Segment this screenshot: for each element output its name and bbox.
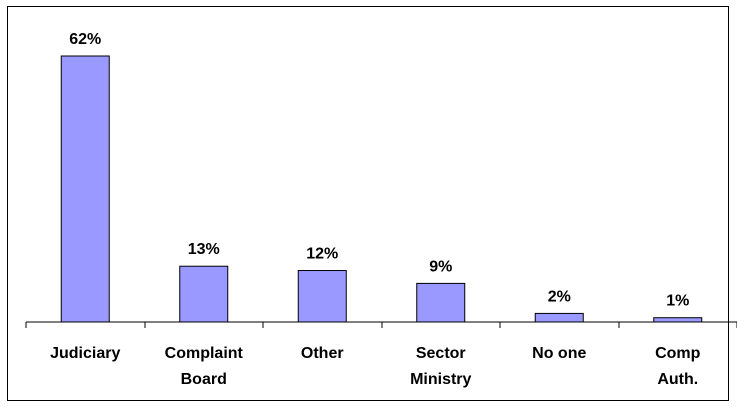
category-label: Comp Auth. [655,345,701,388]
category-label-line: No one [532,345,586,362]
bar [297,270,347,323]
category-label-line: Other [301,345,344,362]
category-label: No one [532,345,586,362]
bar [534,312,584,323]
category-label-line: Auth. [657,371,698,388]
category-label-line: Ministry [410,371,471,388]
category-label-line: Comp [655,345,701,362]
category-label-line: Board [181,371,227,388]
bar [653,317,703,323]
data-label: 2% [548,288,571,305]
x-axis-ticks [25,322,737,328]
bar [60,55,110,323]
category-label: Other [301,345,344,362]
bar [179,265,229,323]
data-label: 12% [306,246,338,263]
category-label-line: Sector [416,345,466,362]
category-label: Sector Ministry [410,345,471,388]
data-label: 1% [666,293,689,310]
data-labels-group: 62% 13% 12% 9% 2% 1% [69,31,689,310]
category-label: Complaint Board [165,345,244,388]
category-label-line: Judiciary [50,345,120,362]
category-label: Judiciary [50,345,120,362]
category-labels-group: Judiciary Complaint Board Other Sector Minist… [50,345,701,388]
chart-frame [7,6,729,401]
category-label-line: Complaint [165,345,244,362]
data-label: 13% [188,241,220,258]
bar [416,282,466,323]
data-label: 62% [69,31,101,48]
data-label: 9% [429,258,452,275]
bars-group [60,55,703,323]
